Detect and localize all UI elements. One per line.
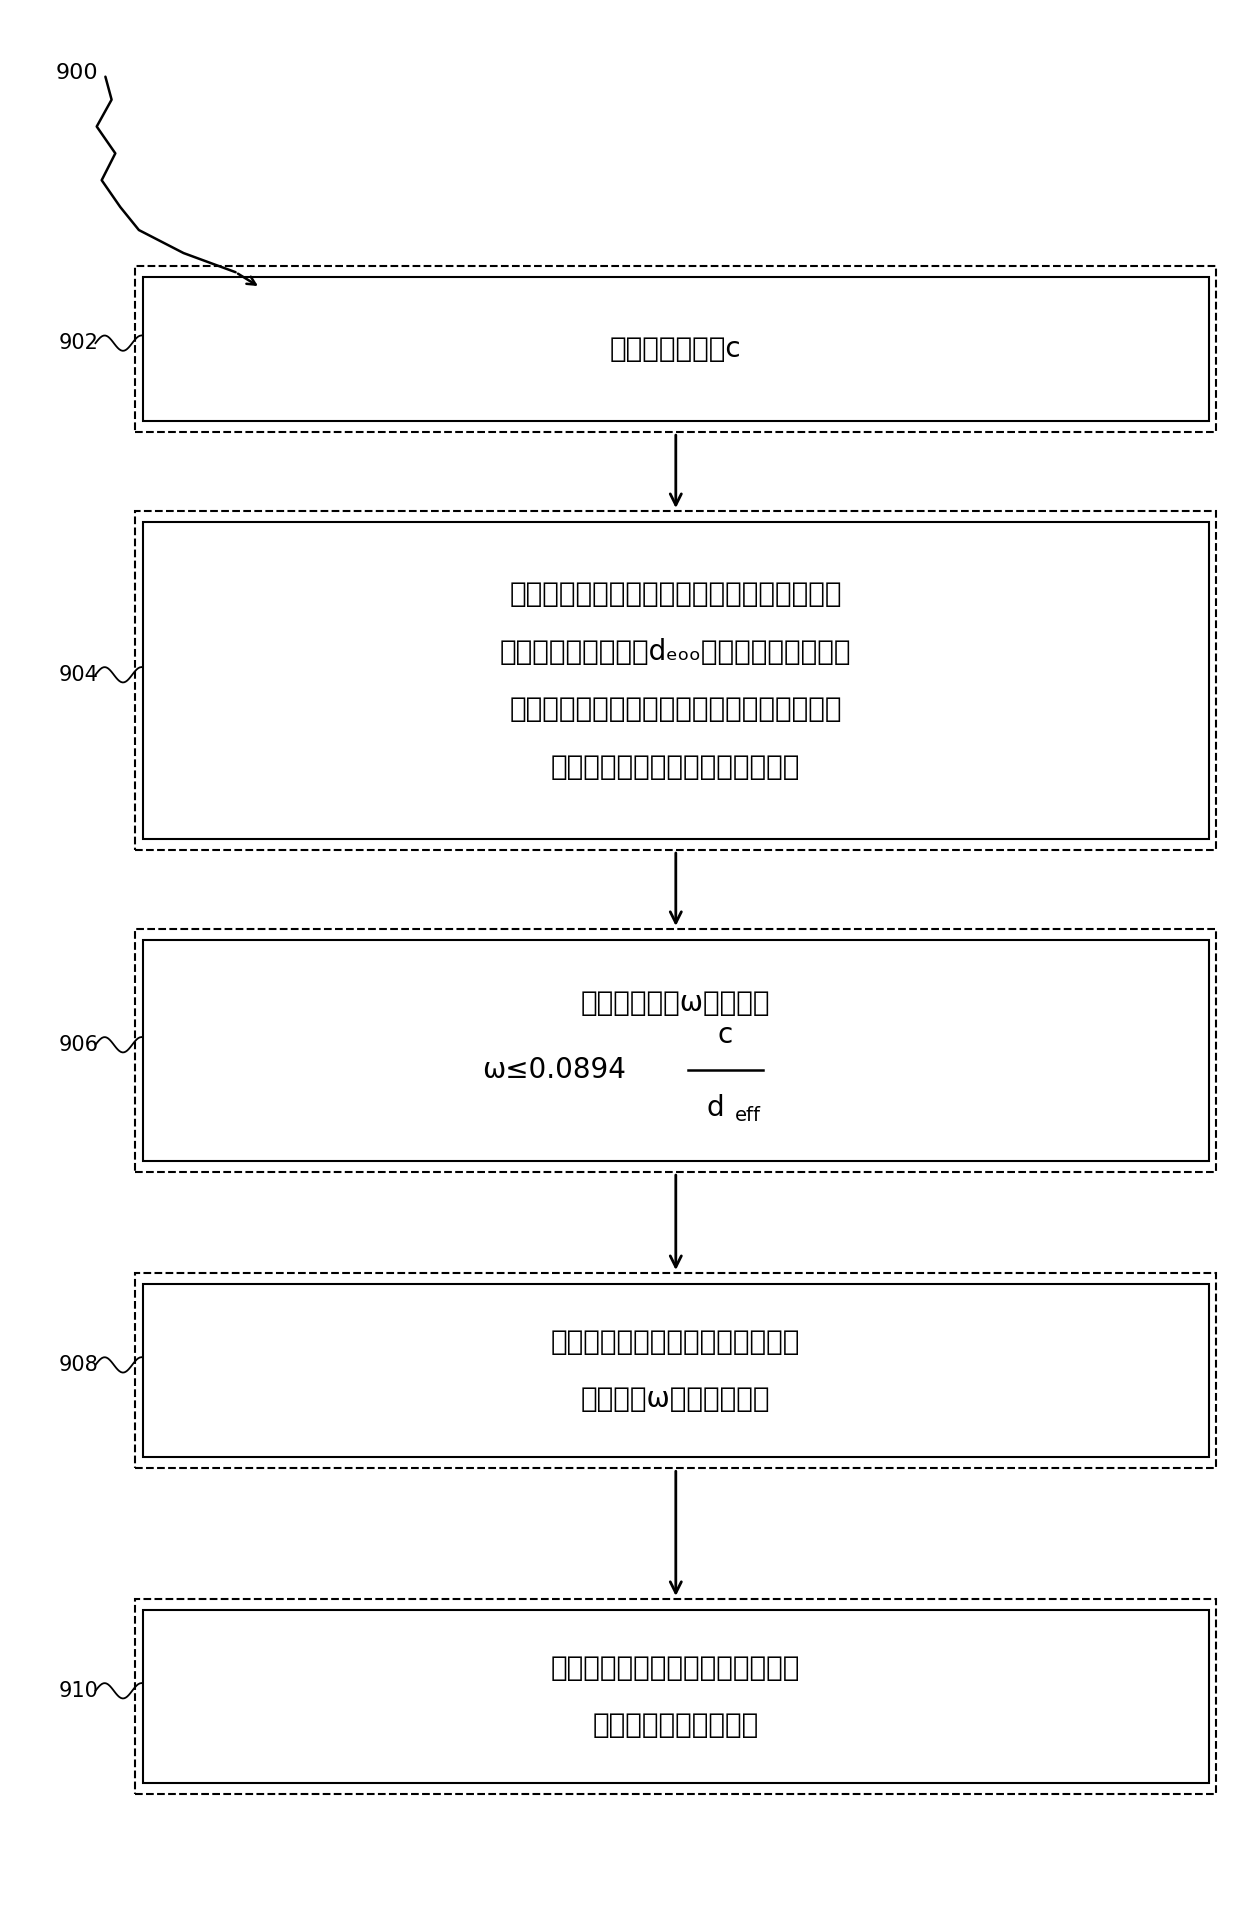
Text: ω≤0.0894: ω≤0.0894 [482,1056,626,1083]
Text: 908: 908 [58,1355,98,1374]
Text: eff: eff [735,1106,760,1125]
Bar [135,1273,1216,1468]
Bar [143,939,1209,1160]
Text: 900: 900 [56,63,98,82]
Text: 906: 906 [58,1035,98,1054]
Bar [135,928,1216,1171]
Bar [143,521,1209,838]
Text: 向联接到多通道流管的驱动器施加: 向联接到多通道流管的驱动器施加 [551,1328,801,1355]
Text: 通道由管周边壁和沿着管周边壁的至少一部分: 通道由管周边壁和沿着管周边壁的至少一部分 [510,696,842,723]
Bar [143,278,1209,420]
Bar [135,510,1216,851]
Text: 902: 902 [58,334,98,353]
Bar [143,1284,1209,1457]
Text: 至少一者的有效直径dₑₒₒ，所述两个或更多个: 至少一者的有效直径dₑₒₒ，所述两个或更多个 [500,638,852,665]
Text: 接收多通道流管的两个或更多个流体通道中的: 接收多通道流管的两个或更多个流体通道中的 [510,581,842,608]
Text: 延伸的一个或多个通道分隔部形成: 延伸的一个或多个通道分隔部形成 [551,753,801,780]
Bar [135,1599,1216,1794]
Text: 确定驱动频率ω，其中，: 确定驱动频率ω，其中， [582,989,770,1016]
Text: 910: 910 [58,1681,98,1700]
Text: 接收流体的声速c: 接收流体的声速c [610,335,742,362]
Text: 驱动频率ω下的驱动信号: 驱动频率ω下的驱动信号 [582,1386,770,1413]
Text: 测量多通道流管的偏转: 测量多通道流管的偏转 [593,1712,759,1739]
Bar [143,1610,1209,1783]
Text: d: d [707,1095,724,1121]
Text: 利用附接到多通道流管的敏感元件: 利用附接到多通道流管的敏感元件 [551,1654,801,1681]
Text: 904: 904 [58,665,98,684]
Text: c: c [718,1022,733,1049]
Bar [135,265,1216,431]
